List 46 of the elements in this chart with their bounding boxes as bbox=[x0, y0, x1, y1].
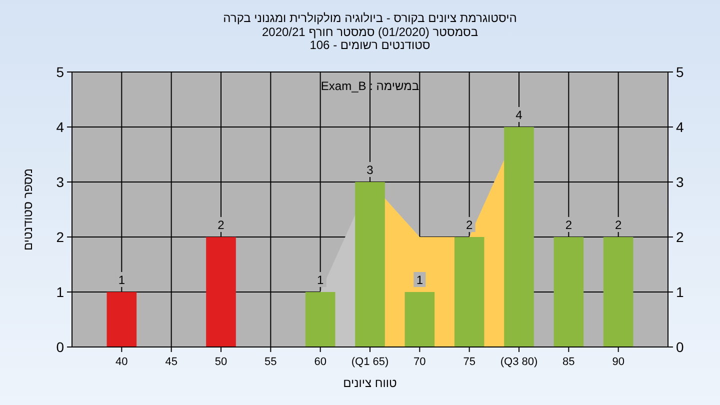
y-tick-label: 3 bbox=[56, 174, 64, 190]
y-tick-label: 4 bbox=[56, 119, 64, 135]
bar bbox=[603, 237, 634, 347]
data-label: 1 bbox=[416, 273, 424, 287]
x-tick-label: 60 bbox=[314, 356, 326, 368]
x-tick-label: 70 bbox=[414, 356, 426, 368]
bar bbox=[106, 292, 137, 347]
bar bbox=[355, 182, 385, 347]
bar bbox=[454, 237, 484, 347]
y-tick-label: 2 bbox=[56, 229, 64, 245]
y2-tick-label: 3 bbox=[676, 174, 684, 190]
x-tick-label: 90 bbox=[612, 356, 624, 368]
data-label: 2 bbox=[565, 218, 572, 232]
data-label: 1 bbox=[118, 273, 126, 287]
chart-subtitle: בסמסטר (01/2020) סמסטר חורף 2020/21 סטודנטים רשומים - 106 bbox=[262, 25, 478, 52]
x-tick-label: 75 bbox=[463, 356, 476, 368]
bar bbox=[404, 292, 435, 347]
y2-tick-label: 5 bbox=[676, 64, 684, 80]
y-axis-title: מספר סטודנטים bbox=[21, 168, 35, 251]
bar bbox=[554, 237, 584, 347]
y2-tick-label: 1 bbox=[676, 284, 684, 300]
y2-tick-label: 0 bbox=[676, 339, 684, 355]
chart-title: היסטוגרמת ציונים בקורס - ביולוגיה מולקולרית ומגנוני בקרה bbox=[223, 11, 517, 25]
data-label: 1 bbox=[316, 273, 324, 287]
data-label: 4 bbox=[516, 108, 523, 122]
data-label: 2 bbox=[466, 218, 473, 232]
data-label: 2 bbox=[614, 218, 622, 232]
bar bbox=[305, 292, 336, 347]
bar bbox=[504, 127, 534, 347]
x-tick-label: 85 bbox=[562, 356, 575, 368]
x-axis-title: טווח ציונים bbox=[343, 376, 398, 390]
x-tick-label: (Q3 80) bbox=[500, 356, 538, 368]
x-tick-label: 45 bbox=[165, 356, 178, 368]
x-tick-label: 40 bbox=[116, 356, 128, 368]
y2-tick-label: 2 bbox=[676, 229, 684, 245]
x-tick-label: 50 bbox=[214, 356, 228, 368]
bar bbox=[206, 237, 236, 347]
y-tick-label: 5 bbox=[56, 64, 64, 80]
x-tick-label: 55 bbox=[264, 356, 277, 368]
annotation: במשימה : Exam_B bbox=[320, 79, 420, 93]
x-tick-label: (Q1 65) bbox=[351, 356, 389, 368]
y-tick-label: 0 bbox=[56, 339, 64, 355]
y-tick-label: 1 bbox=[56, 284, 64, 300]
y2-tick-label: 4 bbox=[676, 119, 684, 135]
data-label: 2 bbox=[218, 218, 225, 232]
data-label: 3 bbox=[366, 163, 374, 177]
